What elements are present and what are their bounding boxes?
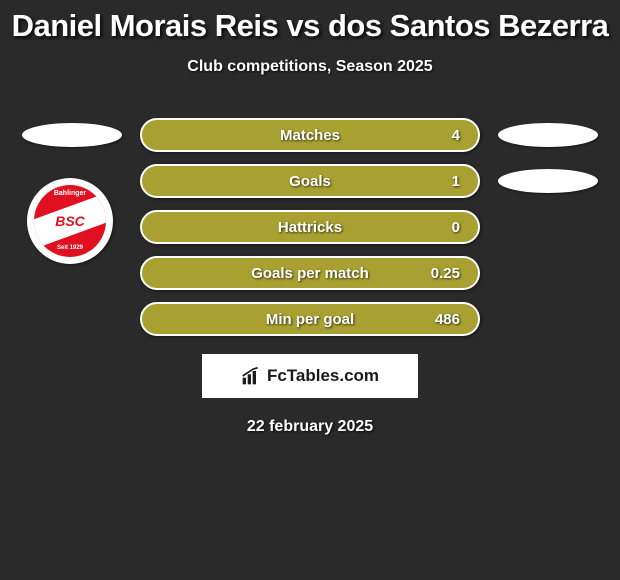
stat-row: Matches 4	[0, 118, 620, 152]
right-slot	[498, 210, 598, 244]
stat-label: Matches	[280, 127, 340, 144]
page-subtitle: Club competitions, Season 2025	[0, 58, 620, 76]
stat-value: 0	[452, 219, 460, 236]
left-slot	[22, 302, 122, 336]
stat-row: Min per goal 486	[0, 302, 620, 336]
footer-logo-text: FcTables.com	[267, 366, 379, 386]
bar-chart-icon	[241, 366, 261, 386]
stat-value: 4	[452, 127, 460, 144]
right-ellipse	[498, 123, 598, 147]
stat-value: 486	[435, 311, 460, 328]
stat-bar: Min per goal 486	[140, 302, 480, 336]
badge-inner: Bahlinger BSC Seit 1929	[34, 185, 106, 257]
right-slot	[498, 302, 598, 336]
footer-date: 22 february 2025	[0, 418, 620, 436]
stat-label: Goals	[289, 173, 331, 190]
badge-bottom-text: Seit 1929	[34, 245, 106, 251]
stat-label: Goals per match	[251, 265, 369, 282]
stat-bar: Hattricks 0	[140, 210, 480, 244]
badge-code: BSC	[55, 214, 85, 228]
stat-row: Goals per match 0.25	[0, 256, 620, 290]
infographic-container: Daniel Morais Reis vs dos Santos Bezerra…	[0, 0, 620, 436]
stat-value: 1	[452, 173, 460, 190]
stat-label: Hattricks	[278, 219, 342, 236]
right-slot	[498, 118, 598, 152]
right-slot	[498, 164, 598, 198]
page-title: Daniel Morais Reis vs dos Santos Bezerra	[0, 8, 620, 44]
stat-bar: Goals 1	[140, 164, 480, 198]
club-badge-left: Bahlinger BSC Seit 1929	[27, 178, 113, 264]
stat-label: Min per goal	[266, 311, 354, 328]
footer-logo: FcTables.com	[202, 354, 418, 398]
stat-bar: Matches 4	[140, 118, 480, 152]
stat-bar: Goals per match 0.25	[140, 256, 480, 290]
right-slot	[498, 256, 598, 290]
stat-value: 0.25	[431, 265, 460, 282]
right-ellipse	[498, 169, 598, 193]
left-ellipse	[22, 123, 122, 147]
left-slot	[22, 118, 122, 152]
